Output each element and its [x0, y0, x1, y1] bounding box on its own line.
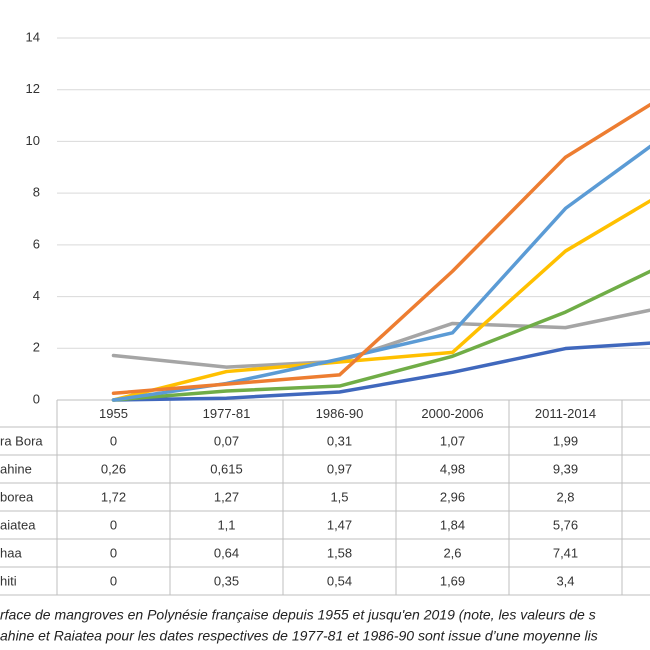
series-line — [111, 102, 650, 396]
table-cell: 0 — [110, 573, 117, 588]
table-cell: 0,31 — [327, 433, 352, 448]
legend-label: hiti — [0, 573, 17, 588]
table-cell: 1,58 — [327, 545, 352, 560]
table-cell: 7,41 — [553, 545, 578, 560]
table-cell: 2,96 — [440, 489, 465, 504]
table-cell: 0,26 — [101, 461, 126, 476]
table-cell: 1,84 — [440, 517, 465, 532]
series-line — [111, 269, 650, 402]
y-tick-label: 6 — [33, 236, 40, 251]
series-line — [111, 341, 650, 402]
table-cell: 1,5 — [330, 489, 348, 504]
legend-label: borea — [0, 489, 34, 504]
table-cell: 1,72 — [101, 489, 126, 504]
table-cell: 0,615 — [210, 461, 243, 476]
legend-label: haa — [0, 545, 22, 560]
x-tick-label: 1977-81 — [203, 406, 251, 421]
legend-label: ahine — [0, 461, 32, 476]
table-cell: 3,4 — [556, 573, 574, 588]
table-cell: 1,27 — [214, 489, 239, 504]
table-cell: 1,07 — [440, 433, 465, 448]
y-tick-label: 12 — [26, 81, 40, 96]
series-line — [111, 198, 650, 402]
table-cell: 0,07 — [214, 433, 239, 448]
x-tick-label: 2000-2006 — [421, 406, 483, 421]
table-cell: 5,76 — [553, 517, 578, 532]
y-tick-label: 2 — [33, 340, 40, 355]
table-cell: 1,47 — [327, 517, 352, 532]
caption: ahine et Raiatea pour les dates respecti… — [0, 628, 598, 644]
y-tick-label: 0 — [33, 391, 40, 406]
table-cell: 4,98 — [440, 461, 465, 476]
y-tick-label: 14 — [26, 29, 40, 44]
table-cell: 0 — [110, 517, 117, 532]
table-cell: 0,35 — [214, 573, 239, 588]
table-cell: 0,64 — [214, 545, 239, 560]
x-tick-label: 1986-90 — [316, 406, 364, 421]
y-tick-label: 4 — [33, 288, 40, 303]
caption: rface de mangroves en Polynésie français… — [0, 607, 596, 623]
y-tick-label: 10 — [26, 133, 40, 148]
table-cell: 1,69 — [440, 573, 465, 588]
table-cell: 1,1 — [217, 517, 235, 532]
table-cell: 2,6 — [443, 545, 461, 560]
table-cell: 1,99 — [553, 433, 578, 448]
legend-label: ra Bora — [0, 433, 43, 448]
x-tick-label: 2011-2014 — [535, 406, 596, 421]
y-tick-label: 8 — [33, 185, 40, 200]
table-cell: 0,97 — [327, 461, 352, 476]
x-tick-label: 1955 — [99, 406, 128, 421]
table-cell: 0 — [110, 433, 117, 448]
table-cell: 9,39 — [553, 461, 578, 476]
series-line — [111, 308, 650, 369]
table-cell: 2,8 — [556, 489, 574, 504]
legend-label: aiatea — [0, 517, 36, 532]
table-cell: 0 — [110, 545, 117, 560]
table-cell: 0,54 — [327, 573, 352, 588]
